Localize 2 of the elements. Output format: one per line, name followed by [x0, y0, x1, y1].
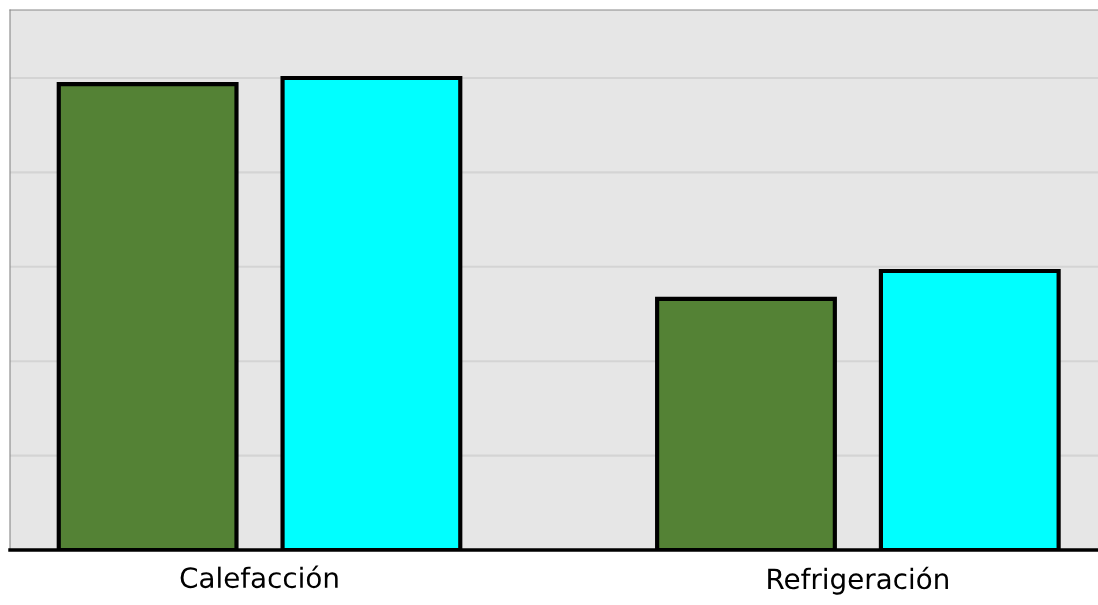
x-tick-label: Refrigeración — [768, 566, 948, 595]
x-tick-label: Calefacción — [180, 565, 338, 589]
